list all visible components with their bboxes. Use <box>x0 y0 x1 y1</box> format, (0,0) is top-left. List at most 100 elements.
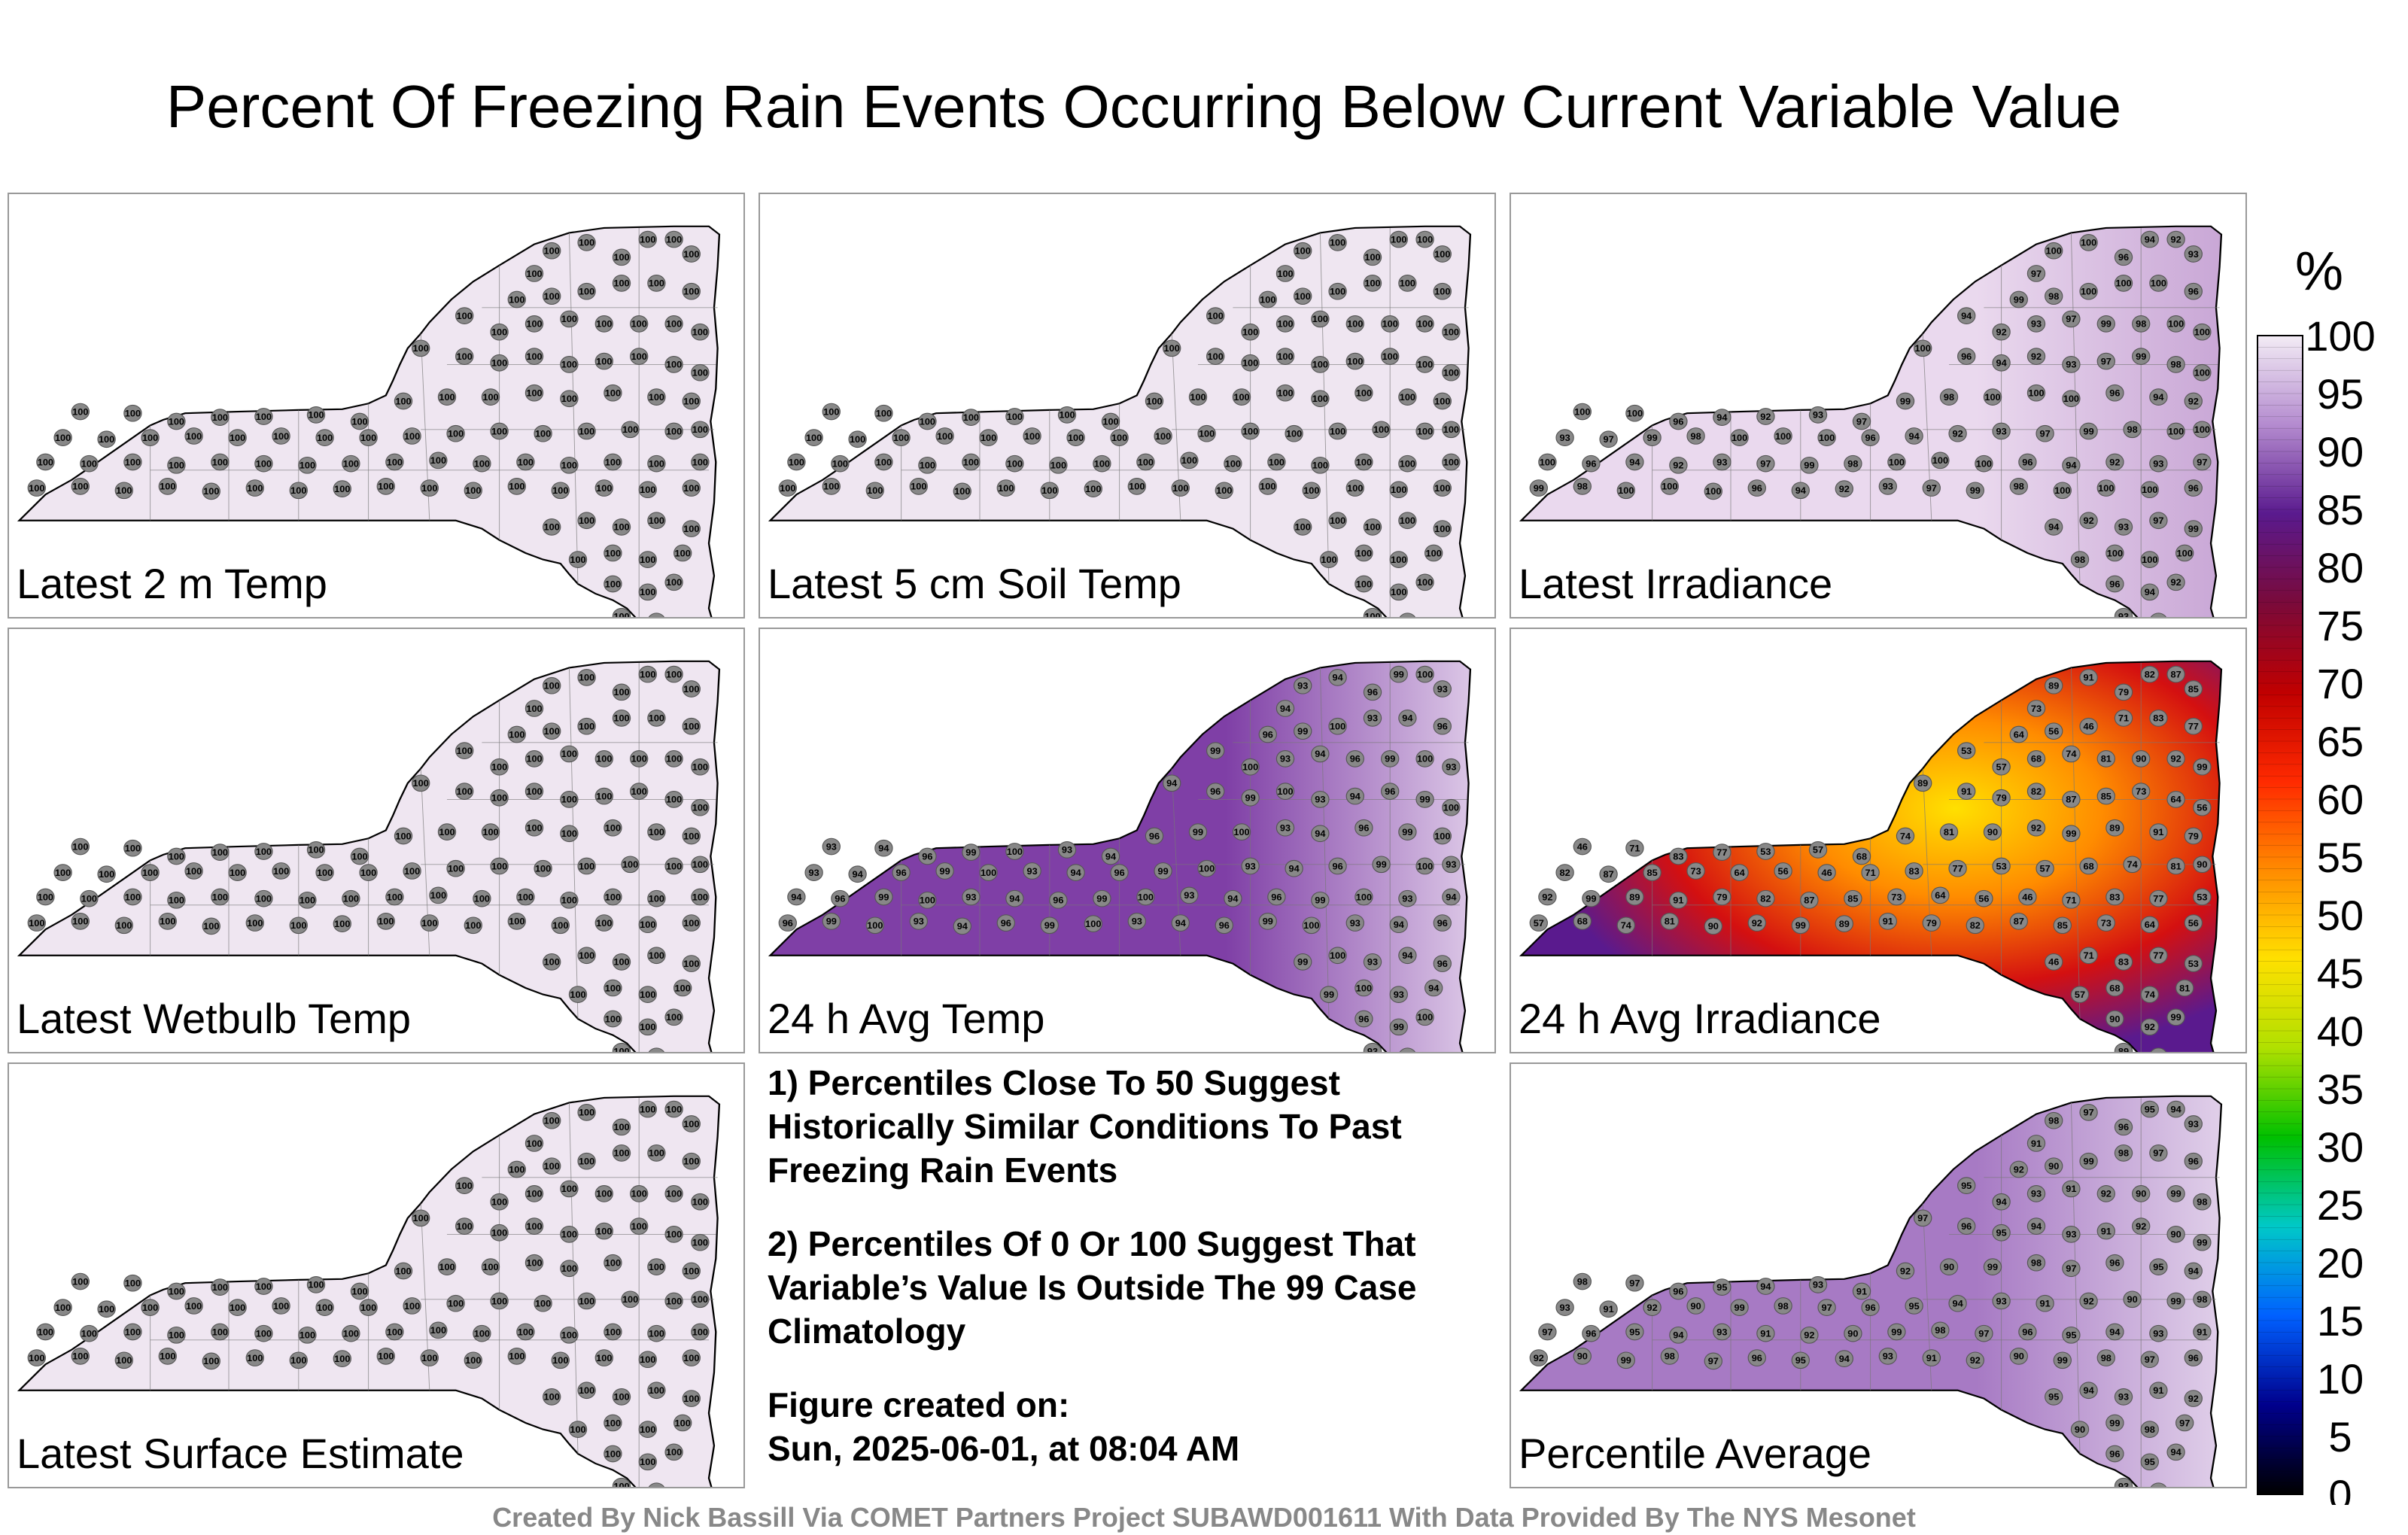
station-marker: 100 <box>787 453 806 471</box>
station-marker: 92 <box>1800 1326 1819 1344</box>
station-value: 94 <box>2066 460 2076 470</box>
station-value: 94 <box>1402 713 1412 723</box>
station-marker: 92 <box>2105 453 2124 471</box>
station-value: 91 <box>1961 786 1972 796</box>
station-marker: 46 <box>2018 888 2037 906</box>
station-marker: 100 <box>682 1262 701 1280</box>
station-marker: 100 <box>36 453 55 471</box>
station-value: 83 <box>1673 852 1683 862</box>
station-value: 100 <box>649 1329 664 1339</box>
station-value: 100 <box>640 1105 655 1114</box>
station-value: 94 <box>1402 1051 1412 1052</box>
station-marker: 99 <box>1643 429 1662 446</box>
station-value: 100 <box>142 433 158 442</box>
station-marker: 100 <box>594 787 613 805</box>
station-marker: 100 <box>682 1349 701 1366</box>
station-marker: 100 <box>1241 323 1260 341</box>
station-value: 100 <box>72 916 88 926</box>
station-marker: 100 <box>612 1042 631 1052</box>
station-marker: 94 <box>1005 889 1024 907</box>
station-value: 92 <box>1752 918 1762 928</box>
station-value: 96 <box>1333 862 1343 871</box>
station-value: 100 <box>613 253 629 263</box>
station-value: 100 <box>1199 864 1215 874</box>
station-value: 93 <box>1560 433 1570 442</box>
station-marker: 98 <box>2193 1193 2212 1211</box>
station-marker: 100 <box>342 889 360 907</box>
station-marker: 100 <box>1983 388 2002 406</box>
station-marker: 100 <box>437 1258 457 1275</box>
station-value: 100 <box>683 1353 699 1363</box>
station-marker: 100 <box>123 1274 142 1292</box>
station-value: 85 <box>2057 921 2068 931</box>
station-value: 95 <box>2145 1457 2155 1467</box>
station-value: 100 <box>1277 351 1293 361</box>
station-marker: 100 <box>647 710 666 727</box>
station-value: 93 <box>1813 410 1823 420</box>
station-value: 100 <box>1391 555 1406 564</box>
station-value: 99 <box>1297 957 1308 967</box>
station-value: 79 <box>2118 688 2129 698</box>
station-value: 100 <box>526 388 542 398</box>
station-value: 100 <box>230 868 245 877</box>
station-marker: 99 <box>2132 348 2151 365</box>
station-marker: 96 <box>1669 1282 1688 1300</box>
station-marker: 94 <box>1066 864 1085 881</box>
station-value: 93 <box>1813 1280 1823 1290</box>
station-value: 53 <box>2197 892 2207 902</box>
station-value: 77 <box>2188 722 2199 731</box>
station-marker: 100 <box>979 429 998 446</box>
station-value: 100 <box>640 1424 655 1434</box>
station-marker: 100 <box>594 315 613 333</box>
station-marker: 100 <box>1258 478 1277 495</box>
station-marker: 100 <box>167 1282 186 1300</box>
station-value: 92 <box>2145 1023 2155 1032</box>
colorbar-tick: 0 <box>2328 1471 2352 1505</box>
station-value: 81 <box>1944 827 1954 837</box>
county-line <box>568 233 579 585</box>
station-marker: 90 <box>1704 917 1722 935</box>
station-marker: 93 <box>2114 518 2133 536</box>
station-value: 100 <box>789 457 804 467</box>
station-marker: 82 <box>1756 889 1775 907</box>
station-value: 100 <box>2168 427 2184 436</box>
station-marker: 100 <box>647 1324 666 1342</box>
station-marker: 73 <box>2096 914 2115 932</box>
station-marker: 100 <box>490 857 509 875</box>
station-value: 100 <box>631 754 647 764</box>
station-value: 100 <box>552 486 568 496</box>
station-value: 100 <box>230 433 245 442</box>
station-value: 100 <box>186 1301 202 1311</box>
station-marker: 100 <box>892 429 911 446</box>
station-marker: 100 <box>524 1254 544 1272</box>
station-value: 96 <box>835 894 845 904</box>
station-value: 100 <box>605 823 621 833</box>
station-value: 100 <box>413 1214 429 1223</box>
station-marker: 100 <box>1294 287 1312 305</box>
station-marker: 100 <box>543 953 561 971</box>
station-value: 100 <box>334 484 350 494</box>
station-marker: 100 <box>1241 758 1260 776</box>
station-marker: 100 <box>682 955 701 972</box>
station-marker: 100 <box>455 307 474 324</box>
station-marker: 100 <box>638 230 657 248</box>
panel-label: Latest Wetbulb Temp <box>17 995 412 1042</box>
notes-block: 1) Percentiles Close To 50 Suggest Histo… <box>768 1061 1490 1470</box>
station-value: 99 <box>1402 827 1412 837</box>
station-value: 100 <box>413 779 429 789</box>
station-marker: 100 <box>473 889 491 907</box>
station-value: 100 <box>203 1357 219 1366</box>
station-value: 100 <box>640 670 655 679</box>
station-value: 90 <box>2197 860 2207 870</box>
station-value: 77 <box>2153 894 2163 904</box>
station-value: 98 <box>2145 1424 2155 1434</box>
station-value: 100 <box>1356 457 1372 467</box>
station-marker: 93 <box>1363 953 1382 971</box>
station-marker: 97 <box>1922 479 1941 497</box>
station-value: 100 <box>491 862 507 871</box>
colorbar-tick: 60 <box>2317 776 2364 823</box>
station-marker: 96 <box>2105 384 2124 402</box>
station-value: 93 <box>1367 1047 1378 1052</box>
station-marker: 100 <box>1224 454 1242 473</box>
panel-label: 24 h Avg Temp <box>768 995 1045 1042</box>
